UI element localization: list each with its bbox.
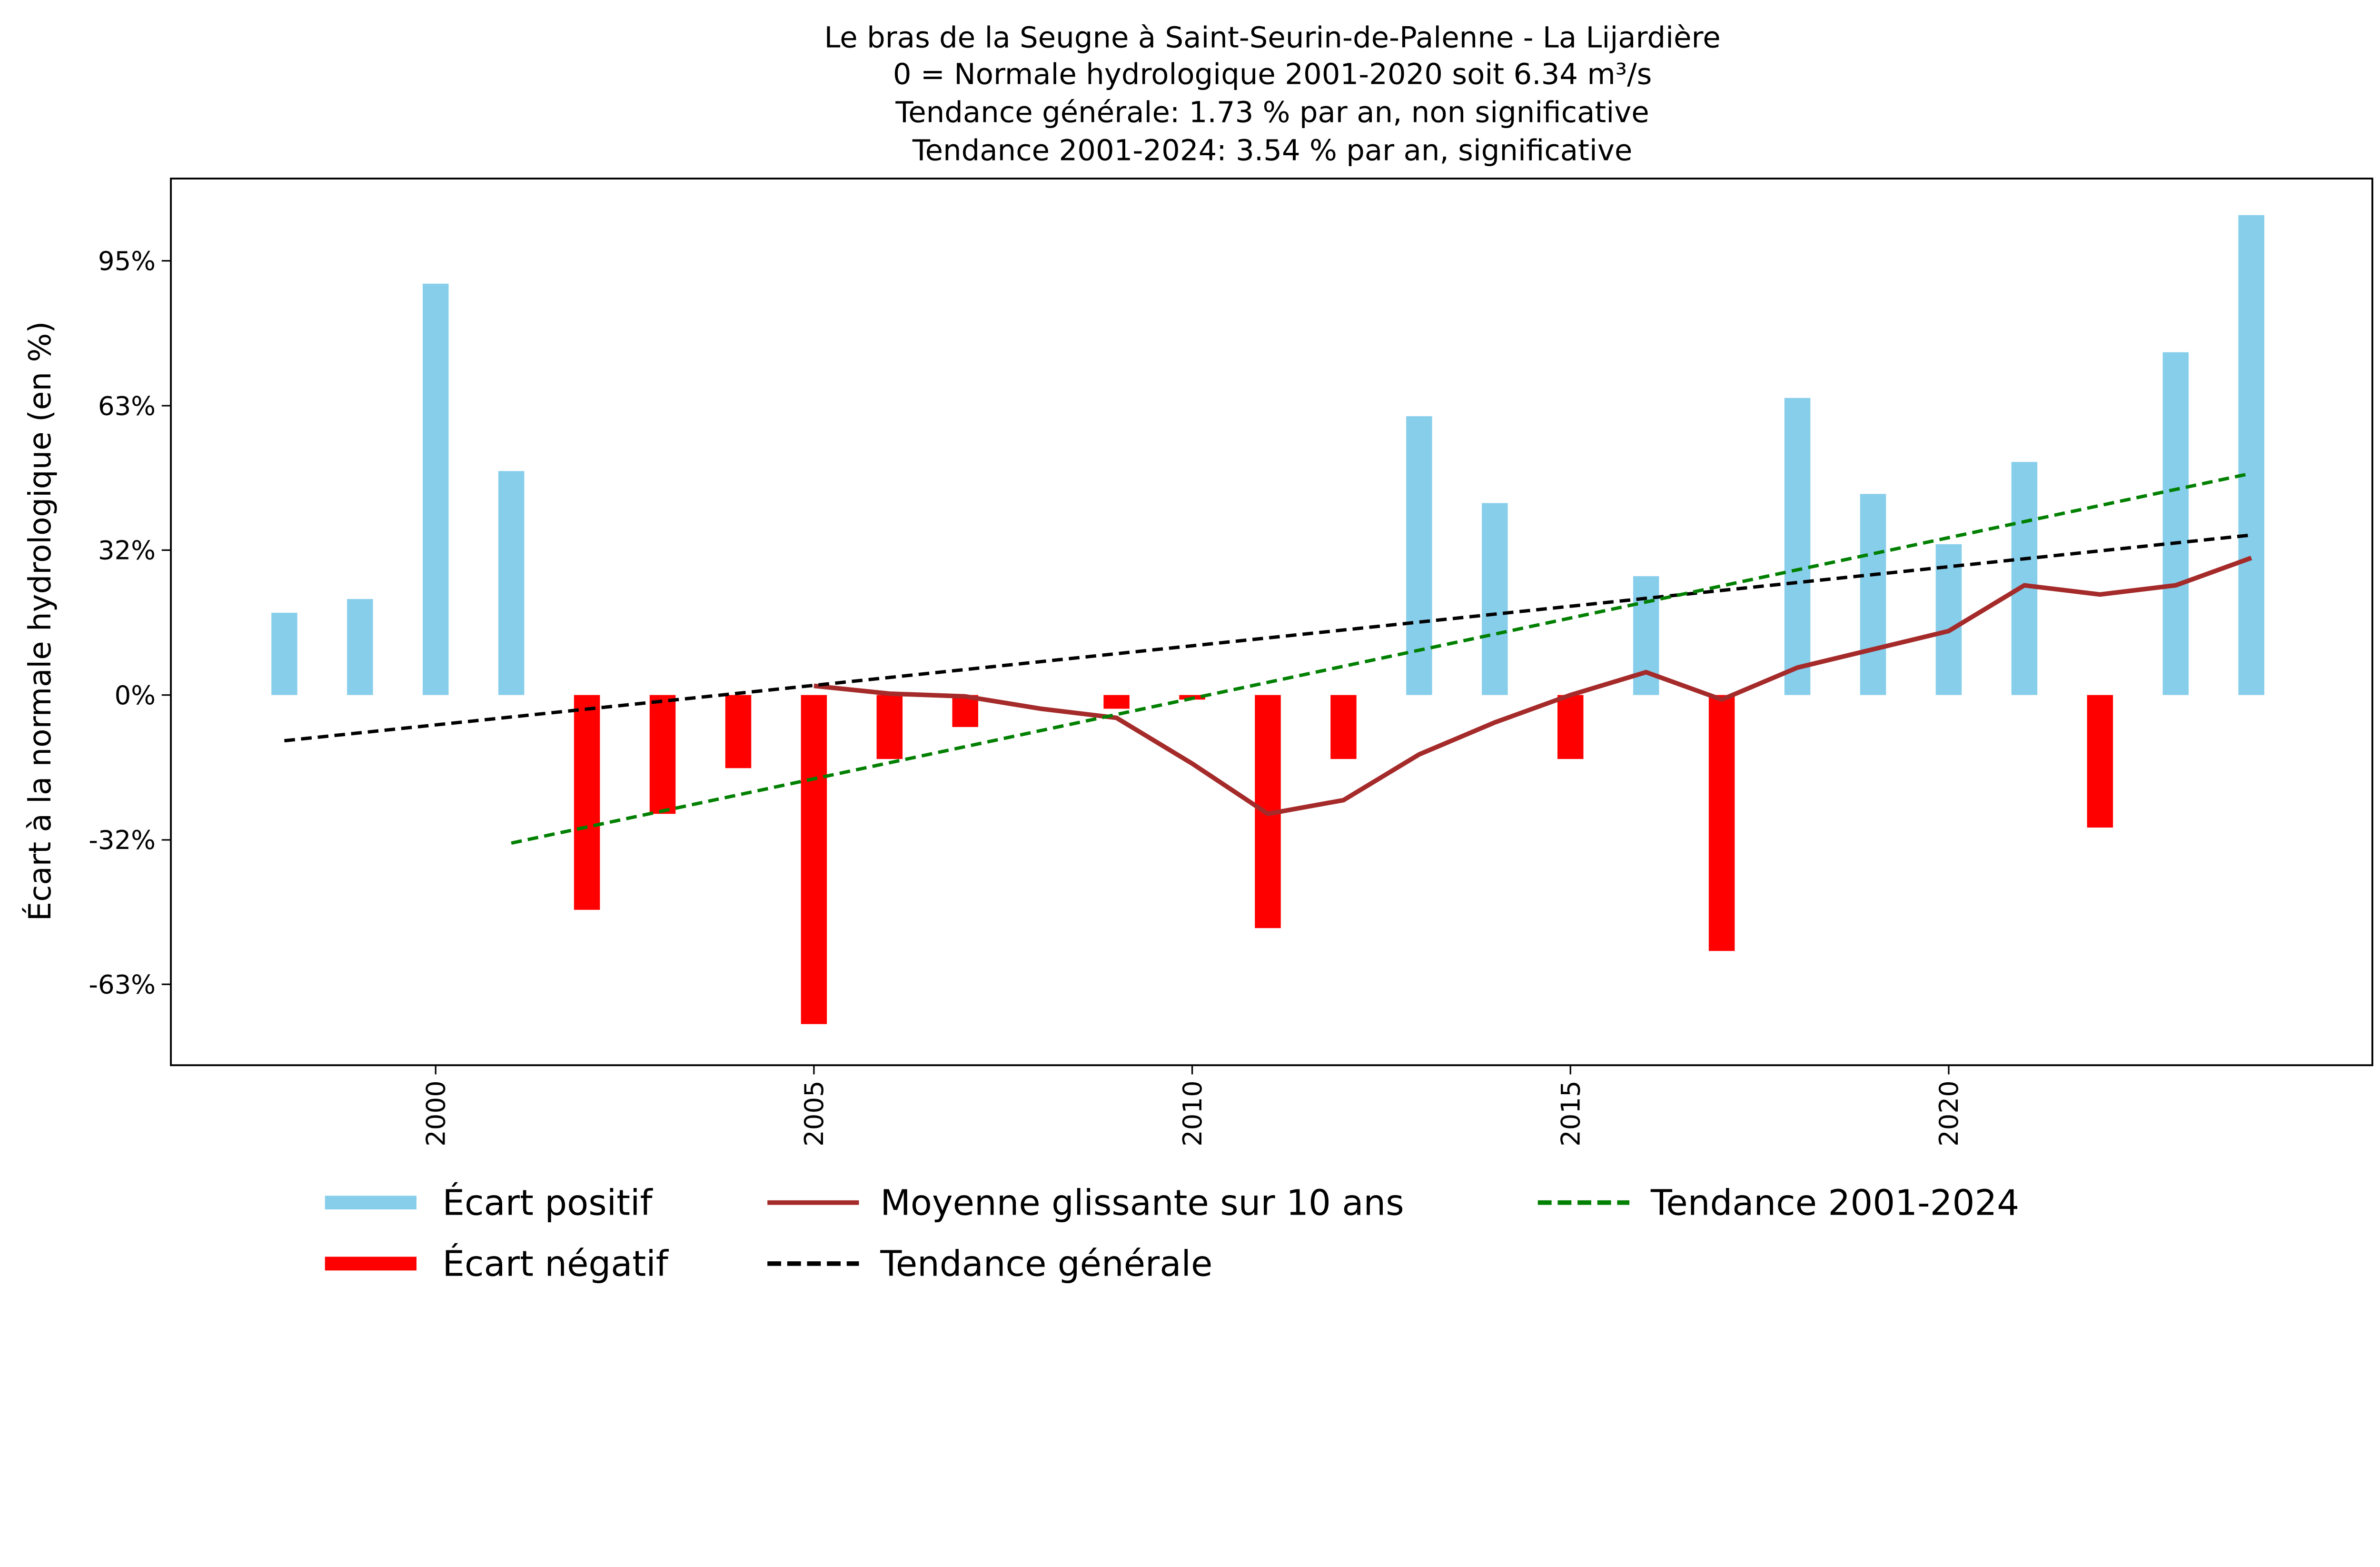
trend-recent-line: [511, 471, 2252, 845]
y-tick-label: 0%: [115, 680, 156, 710]
y-tick-label: 32%: [98, 535, 156, 566]
bar-2014: [1482, 503, 1508, 695]
title-line-2: 0 = Normale hydrologique 2001-2020 soit …: [893, 57, 1652, 91]
plot-area: [271, 215, 2264, 1024]
bar-2021: [2011, 462, 2038, 695]
bar-2004: [725, 695, 752, 769]
legend-label-negative: Écart négatif: [442, 1243, 669, 1284]
axis-ticks: 2000 2005 2010 2015 2020 95% 63% 32% 0% -32% -63%: [89, 246, 1964, 1147]
bar-2018: [1784, 398, 1811, 695]
bar-1999: [347, 599, 373, 695]
legend-label-trend-recent: Tendance 2001-2024: [1650, 1183, 2019, 1223]
bar-2003: [649, 695, 676, 814]
bar-2006: [876, 695, 903, 759]
x-tick-label: 2000: [420, 1080, 451, 1147]
bar-2019: [1860, 494, 1886, 695]
x-tick-label: 2015: [1555, 1080, 1586, 1147]
bar-2015: [1557, 695, 1584, 759]
y-tick-label: -63%: [89, 969, 156, 1000]
bar-2002: [574, 695, 600, 910]
title-line-4: Tendance 2001-2024: 3.54 % par an, signi…: [912, 134, 1632, 168]
title-line-1: Le bras de la Seugne à Saint-Seurin-de-P…: [824, 20, 1720, 54]
trend-general-line: [284, 533, 2252, 743]
legend-label-moving-average: Moyenne glissante sur 10 ans: [880, 1183, 1404, 1223]
bar-1998: [271, 612, 298, 695]
moving-average-line: [813, 556, 2252, 817]
x-tick-label: 2020: [1934, 1080, 1964, 1147]
x-tick-label: 2005: [799, 1080, 829, 1147]
x-tick-label: 2010: [1177, 1080, 1208, 1147]
chart: Le bras de la Seugne à Saint-Seurin-de-P…: [22, 20, 2373, 1284]
bar-2017: [1708, 695, 1735, 951]
legend-label-trend-general: Tendance générale: [880, 1244, 1212, 1284]
y-tick-label: 95%: [98, 246, 156, 276]
title-line-3: Tendance générale: 1.73 % par an, non si…: [895, 95, 1649, 129]
bar-2024: [2238, 215, 2264, 695]
legend: Écart positif Écart négatif Moyenne glis…: [325, 1182, 2019, 1284]
y-tick-label: -32%: [89, 825, 156, 855]
bar-2020: [1935, 544, 1962, 695]
bar-2000: [422, 283, 449, 695]
bar-2009: [1103, 695, 1130, 709]
bar-2023: [2162, 352, 2189, 695]
bar-2007: [952, 695, 979, 727]
bar-2001: [498, 471, 525, 695]
legend-label-positive: Écart positif: [442, 1182, 653, 1223]
chart-title: Le bras de la Seugne à Saint-Seurin-de-P…: [824, 20, 1720, 167]
bar-2005: [801, 695, 827, 1024]
bar-2013: [1406, 416, 1432, 695]
y-tick-label: 63%: [98, 390, 156, 421]
bar-2012: [1330, 695, 1357, 759]
y-axis-label: Écart à la normale hydrologique (en %): [22, 321, 58, 921]
bar-2022: [2087, 695, 2113, 828]
axes-frame: [170, 178, 2373, 1067]
